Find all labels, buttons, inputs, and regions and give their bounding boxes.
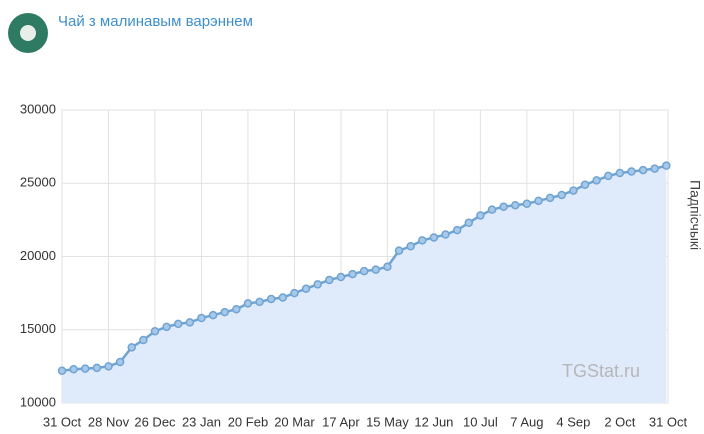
y-tick-label: 30000: [20, 101, 56, 116]
x-tick-label: 31 Oct: [649, 414, 688, 429]
watermark: TGStat.ru: [562, 361, 640, 381]
point: [441, 230, 450, 239]
y-tick-label: 25000: [20, 175, 56, 190]
point: [638, 165, 648, 175]
point: [371, 265, 381, 274]
point: [139, 335, 148, 345]
point: [534, 196, 543, 206]
channel-title: Чай з малинавым варэннем: [58, 13, 253, 30]
point: [278, 293, 288, 302]
point: [452, 225, 462, 235]
point: [325, 275, 334, 285]
point: [185, 318, 195, 327]
x-tick-label: 26 Dec: [134, 414, 176, 429]
point: [615, 168, 625, 178]
point: [243, 299, 253, 308]
area: [62, 165, 667, 403]
point: [255, 297, 264, 307]
channel-icon-inner: [20, 25, 36, 41]
x-tick-label: 20 Feb: [228, 414, 268, 429]
point: [545, 193, 555, 203]
point: [511, 200, 520, 210]
point: [301, 284, 311, 293]
x-tick-label: 20 Mar: [274, 414, 315, 429]
point: [104, 362, 113, 371]
y-axis-label: Падпісчыкі: [687, 180, 703, 250]
x-tick-label: 12 Jun: [414, 414, 453, 429]
point: [266, 294, 276, 304]
x-tick-label: 2 Oct: [604, 414, 635, 429]
point: [232, 304, 241, 314]
point: [406, 241, 415, 251]
point: [336, 272, 346, 282]
y-tick-label: 15000: [20, 321, 56, 336]
x-tick-label: 28 Nov: [88, 414, 130, 429]
point: [208, 310, 218, 320]
point: [383, 262, 392, 272]
point: [80, 364, 90, 373]
point: [464, 218, 474, 228]
point: [499, 202, 508, 211]
point: [57, 366, 67, 376]
point: [69, 365, 78, 374]
point: [603, 171, 613, 181]
point: [394, 246, 404, 255]
x-tick-label: 4 Sep: [556, 414, 590, 429]
x-tick-label: 7 Aug: [510, 414, 543, 429]
point: [220, 307, 229, 317]
point: [418, 236, 427, 245]
point: [627, 167, 636, 176]
x-tick-label: 17 Apr: [322, 414, 360, 429]
point: [150, 326, 160, 336]
x-tick-label: 31 Oct: [43, 414, 82, 429]
y-tick-label: 20000: [20, 248, 56, 263]
point: [557, 190, 566, 200]
point: [173, 319, 183, 329]
point: [476, 211, 485, 220]
point: [429, 233, 439, 242]
point: [162, 322, 171, 332]
x-tick-label: 23 Jan: [182, 414, 221, 429]
point: [592, 176, 601, 185]
point: [290, 288, 299, 298]
point: [92, 363, 102, 373]
point: [115, 357, 125, 367]
y-tick-label: 10000: [20, 394, 56, 409]
point: [487, 205, 497, 214]
point: [127, 343, 136, 352]
point: [197, 313, 206, 323]
point: [348, 269, 357, 279]
point: [580, 180, 590, 189]
x-tick-label: 15 May: [366, 414, 409, 429]
point: [359, 266, 369, 276]
point: [313, 280, 322, 289]
point: [650, 164, 659, 173]
point: [522, 199, 532, 209]
x-tick-label: 10 Jul: [463, 414, 498, 429]
point: [662, 161, 671, 170]
point: [569, 186, 578, 195]
